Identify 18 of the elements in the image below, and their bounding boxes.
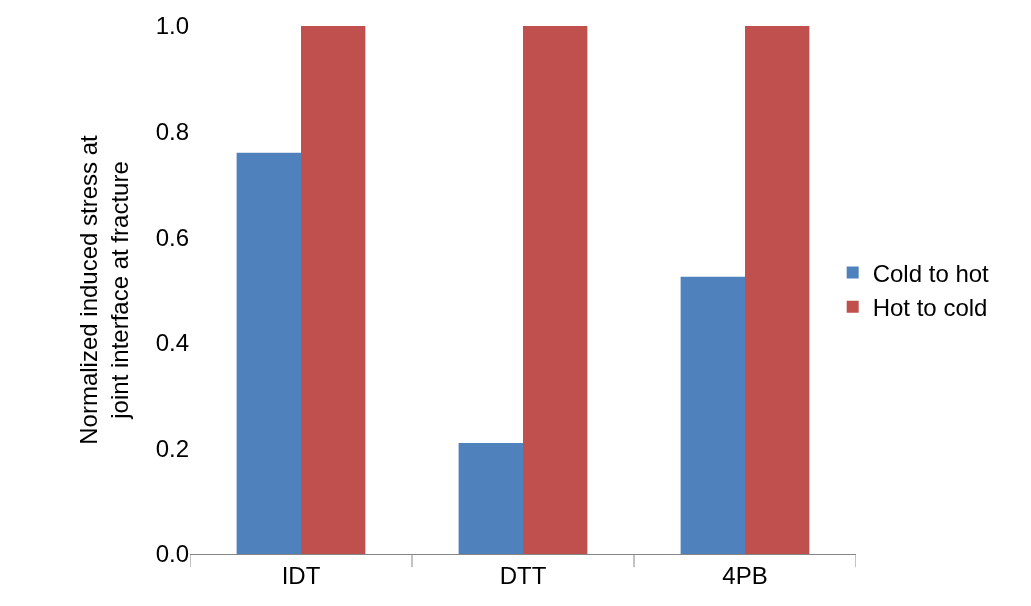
bar [523, 26, 588, 554]
x-tick-label: 4PB [722, 561, 768, 589]
x-tick-label: DTT [499, 561, 547, 589]
y-tick-label: 0.2 [155, 434, 189, 462]
bar [745, 26, 810, 554]
bar [236, 152, 301, 554]
x-tick-label: IDT [281, 561, 321, 589]
y-tick-label: 0.4 [155, 329, 189, 357]
y-tick-label: 0.0 [155, 540, 189, 568]
bar [458, 443, 523, 554]
legend-label: Cold to hot [872, 259, 990, 287]
y-tick-label: 0.8 [155, 118, 189, 145]
legend-label: Hot to cold [872, 294, 988, 322]
y-axis-title: Normalized induced stress at joint interface at fracture [74, 134, 133, 445]
y-tick-label: 0.6 [155, 223, 189, 251]
bar [301, 26, 366, 554]
y-tick-label: 1.0 [155, 12, 189, 40]
bar [680, 276, 745, 554]
